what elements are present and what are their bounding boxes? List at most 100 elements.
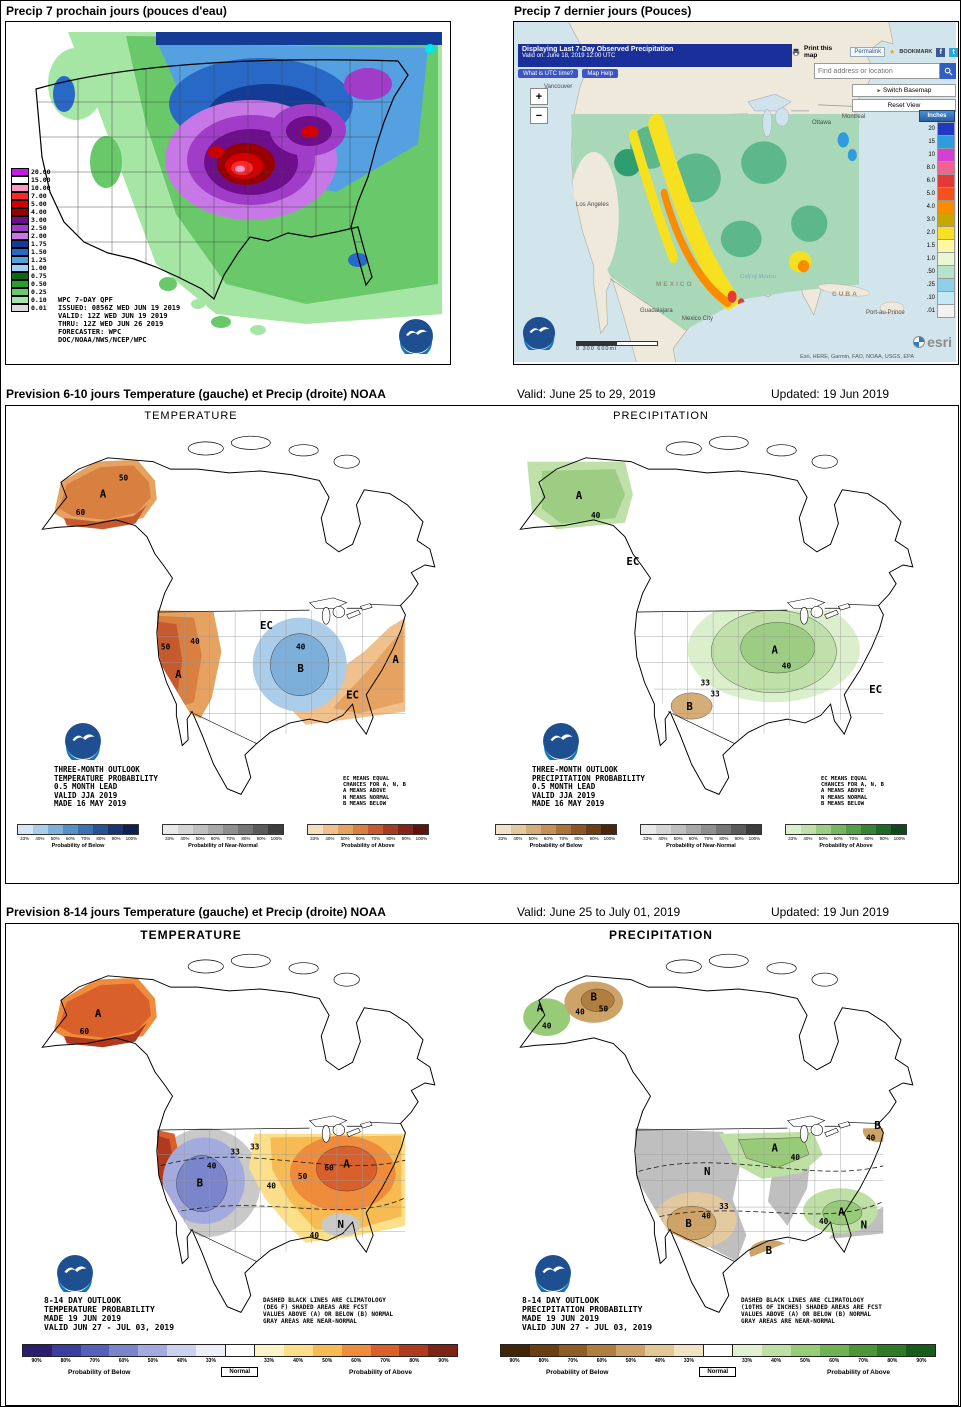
map-info-line: MADE 19 JUN 2019: [522, 1314, 600, 1323]
legend-value: 8.0: [926, 164, 935, 171]
legend-color-segment: [701, 825, 716, 834]
legend-color-segment: [716, 825, 731, 834]
facebook-icon[interactable]: f: [936, 47, 946, 57]
legend-tick: 50%: [50, 836, 60, 841]
legend-normal-segment: [702, 1345, 734, 1356]
legend-tick: 40%: [658, 836, 668, 841]
legend-color-segment: [644, 1345, 674, 1356]
map-labels: A 60 B 40 33 N A 33 40 50 60 40: [80, 1008, 351, 1240]
map-info-line: PRECIPITATION PROBABILITY: [522, 1305, 643, 1314]
legend-value: 10: [928, 151, 935, 158]
legend-color-segment: [308, 825, 323, 834]
svg-text:40: 40: [267, 1181, 277, 1190]
city-label: Mexico City: [682, 316, 713, 322]
map-labels: A 40 B 40 50 N A 40 B 40 B 33 40 B A 40: [537, 991, 881, 1257]
legend-color-segment: [671, 825, 686, 834]
legend-color-segment: [819, 1345, 849, 1356]
zoom-in-button[interactable]: +: [530, 88, 548, 105]
legend-color-segment: [383, 825, 398, 834]
svg-text:40: 40: [207, 1162, 217, 1171]
legend-tick: 70%: [704, 836, 714, 841]
print-map-button[interactable]: Print this map: [804, 45, 833, 59]
map-help-button[interactable]: Map Help: [582, 69, 619, 78]
search-button[interactable]: [940, 63, 956, 79]
legend-color-segment: [178, 825, 193, 834]
svg-text:40: 40: [782, 662, 792, 671]
legend-color-segment: [641, 825, 656, 834]
legend-caption: Probability of Above: [341, 843, 395, 849]
legend-color-segment: [338, 825, 353, 834]
reset-view-button[interactable]: Reset View: [852, 99, 956, 112]
outlook-map-temp-610: A 60 50 A 50 40 EC B 40 EC A: [41, 435, 436, 795]
zoom-out-button[interactable]: −: [530, 107, 548, 124]
note-line: B MEANS BELOW: [821, 800, 865, 807]
legend-color-segment: [123, 825, 138, 834]
svg-text:40: 40: [791, 1153, 801, 1162]
water-label: Gulf of Mexico: [740, 273, 776, 280]
legend-above: 33% 40% 50% 60% 70% 80% 90% 100% Probability of…: [785, 824, 907, 849]
legend-value: 10.00: [31, 184, 51, 192]
search-input[interactable]: [814, 63, 940, 79]
legend-value: .25: [926, 281, 935, 288]
legend-color-segment: [23, 1345, 52, 1356]
esri-logo: esri: [913, 334, 952, 350]
note-line: EC MEANS EQUAL: [821, 776, 868, 782]
legend-color-segment: [108, 825, 123, 834]
legend-swatch: [937, 134, 955, 149]
note-line: GRAY AREAS ARE NEAR-NORMAL: [741, 1318, 835, 1325]
legend-value: 6.0: [926, 177, 935, 184]
twitter-icon[interactable]: t: [949, 47, 959, 57]
legend-color-segment: [268, 825, 283, 834]
noaa-logo-icon: [522, 316, 556, 350]
utc-info-button[interactable]: What is UTC time?: [518, 69, 579, 78]
legend-below: 33% 40% 50% 60% 70% 80% 90% 100% Probability of…: [495, 824, 617, 849]
legend-tick: 80%: [719, 836, 729, 841]
outlook-610-box: TEMPERATURE PRECIPITATION: [5, 405, 959, 884]
legend-color-segment: [906, 1345, 935, 1356]
legend-row: 2.0: [919, 225, 955, 240]
map-title-precipitation: PRECIPITATION: [609, 928, 713, 942]
legend-color-segment: [529, 1345, 559, 1356]
map-title-precipitation: PRECIPITATION: [613, 410, 709, 422]
legend-above: 33% 40% 50% 60% 70% 80% 90% 100% Probability of…: [307, 824, 429, 849]
svg-text:40: 40: [542, 1022, 552, 1031]
legend-value: 3.0: [926, 216, 935, 223]
permalink-button[interactable]: Permalink: [850, 47, 886, 57]
legend-caption-below: Probability of Below: [546, 1368, 609, 1376]
legend-tick: 33%: [205, 1358, 216, 1364]
legend-color-segment: [816, 825, 831, 834]
svg-text:B: B: [197, 1178, 203, 1190]
map-info-line: WPC 7-DAY QPF: [58, 296, 113, 304]
svg-text:33: 33: [701, 678, 711, 687]
legend-color-segment: [78, 825, 93, 834]
legend-value: 7.00: [31, 192, 47, 200]
svg-text:40: 40: [310, 1231, 320, 1240]
map-info-line: MADE 16 MAY 2019: [532, 799, 605, 808]
legend-color-segment: [18, 825, 33, 834]
legend-swatch: [937, 251, 955, 266]
outlook-map-precip-814: A 40 B 40 50 N A 40 B 40 B 33 40 B A 40: [519, 953, 914, 1313]
legend-tick: 60%: [688, 836, 698, 841]
legend-color-segment: [223, 825, 238, 834]
legend-tick: 100%: [748, 836, 761, 841]
legend-color-segment: [284, 1345, 313, 1356]
outlook-info-block: THREE-MONTH OUTLOOK PRECIPITATION PROBABI…: [532, 765, 645, 809]
legend-color-segment: [80, 1345, 110, 1356]
map-info-line: 0.5 MONTH LEAD: [532, 782, 596, 791]
legend-row: 10: [919, 147, 955, 162]
legend-color-segment: [193, 825, 208, 834]
legend-tick: 50%: [673, 836, 683, 841]
legend-tick: 80%: [241, 836, 251, 841]
legend-tick: 33%: [264, 1358, 275, 1364]
note-line: CHANCES FOR A, N, B: [343, 782, 406, 789]
bookmark-button[interactable]: BOOKMARK: [899, 49, 933, 55]
legend-tick: 33%: [498, 836, 508, 841]
valid-range-610: Valid: June 25 to 29, 2019: [517, 387, 656, 401]
qpf-info-block: WPC 7-DAY QPF ISSUED: 0856Z WED JUN 19 20…: [58, 296, 180, 344]
observed-precip-map[interactable]: Vancouver Ottawa Montreal Los Angeles ME…: [514, 22, 956, 362]
switch-basemap-button[interactable]: Switch Basemap: [852, 84, 956, 97]
svg-text:60: 60: [80, 1027, 90, 1036]
legend-tick: 70%: [849, 836, 859, 841]
legend-near-normal: 33% 40% 50% 60% 70% 80% 90% 100% Probability of…: [162, 824, 284, 849]
map-info-line: MADE 19 JUN 2019: [44, 1314, 122, 1323]
